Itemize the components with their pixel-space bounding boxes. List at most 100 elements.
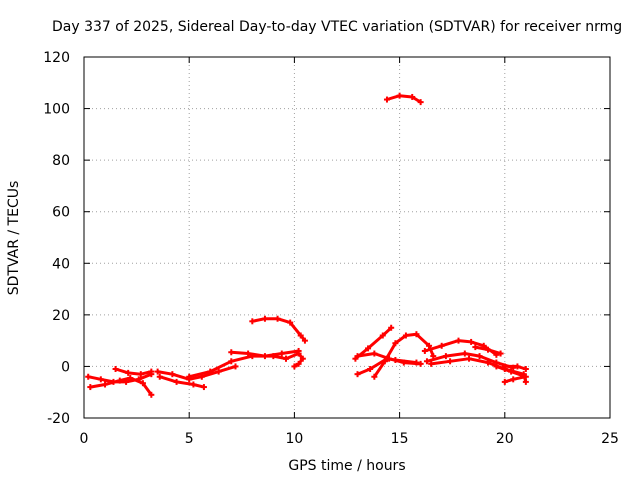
data-point [245,350,252,357]
data-point [297,332,304,339]
x-tick-label: 15 [391,431,409,447]
data-point [301,337,308,344]
data-point [522,373,529,380]
data-point [186,373,193,380]
data-point [148,391,155,398]
data-point [447,358,454,365]
data-point [154,368,161,375]
data-point [282,355,289,362]
data-point [112,366,119,373]
data-point [102,381,109,388]
data-point [442,353,449,360]
data-point [207,368,214,375]
data-point [127,375,134,382]
data-point [371,350,378,357]
data-point [228,349,235,356]
data-point [514,363,521,370]
data-point [510,376,517,383]
data-point [522,378,529,385]
data-point [396,92,403,99]
data-point [354,353,361,360]
data-point [278,350,285,357]
data-point [501,363,508,370]
data-point [392,340,399,347]
data-point [371,373,378,380]
tick-layer: 0 5 10 15 20 25 -20 0 20 40 60 80 100 120 [43,50,619,447]
y-tick-label: 40 [52,256,70,272]
grid-layer [84,57,610,418]
data-point [383,96,390,103]
data-point [261,353,268,360]
data-point [522,366,529,373]
data-point [228,358,235,365]
data-point [426,342,433,349]
data-point [468,338,475,345]
data-point [156,373,163,380]
data-point [87,384,94,391]
plot-frame [83,56,611,419]
data-point [190,381,197,388]
data-series-arc-11 [353,326,393,361]
data-point [287,319,294,326]
data-point [367,366,374,373]
data-point [137,371,144,378]
data-point [291,363,298,370]
data-point [125,369,132,376]
y-tick-label: 120 [43,50,70,66]
data-point [85,373,92,380]
data-point [274,315,281,322]
data-point [379,332,386,339]
x-tick-label: 5 [185,431,194,447]
data-point [417,99,424,106]
x-axis-label: GPS time / hours [288,458,405,474]
data-point [97,376,104,383]
data-point [484,346,491,353]
series-layer [85,92,529,398]
data-point [476,353,483,360]
data-point [139,380,146,387]
chart-title: Day 337 of 2025, Sidereal Day-to-day VTE… [52,19,622,35]
data-point [116,377,123,384]
y-axis-label: SDTVAR / TECUs [6,181,22,296]
data-point [421,347,428,354]
data-point [423,358,430,365]
data-point [249,318,256,325]
y-tick-label: 0 [61,359,70,375]
data-point [402,332,409,339]
y-tick-label: 80 [52,153,70,169]
data-point [472,344,479,351]
data-point [493,363,500,370]
data-series-arc-3 [114,367,153,376]
y-tick-label: 20 [52,308,70,324]
data-point [261,315,268,322]
data-point [409,93,416,100]
x-tick-label: 25 [601,431,619,447]
x-tick-label: 10 [285,431,303,447]
data-point [455,337,462,344]
data-point [484,359,491,366]
data-point [295,350,302,357]
data-point [508,368,515,375]
data-point [438,342,445,349]
data-point [466,355,473,362]
y-tick-label: 100 [43,102,70,118]
data-point [295,360,302,367]
data-point [388,324,395,331]
data-point [417,360,424,367]
x-tick-label: 0 [80,431,89,447]
data-point [501,378,508,385]
data-point [400,359,407,366]
data-point [381,358,388,365]
data-point [497,350,504,357]
data-point [148,368,155,375]
data-point [200,384,207,391]
data-point [354,371,361,378]
data-point [232,363,239,370]
data-point [461,350,468,357]
x-tick-label: 20 [496,431,514,447]
data-point [365,345,372,352]
data-point [215,368,222,375]
data-series-arc-5 [158,375,206,389]
